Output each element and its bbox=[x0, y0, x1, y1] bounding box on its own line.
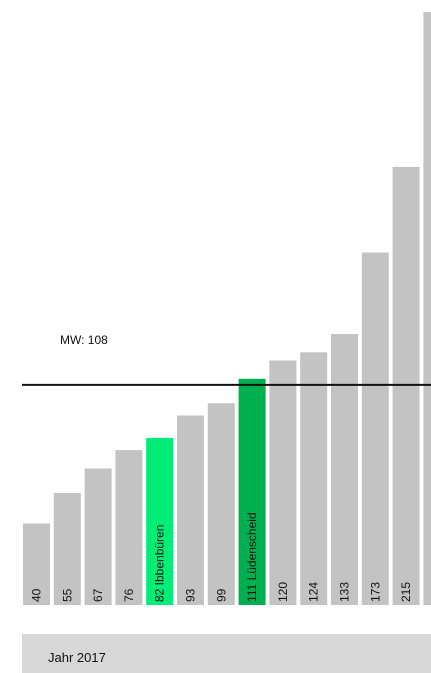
bar-label: 82 Ibbenbüren bbox=[153, 525, 167, 602]
bar bbox=[53, 492, 81, 605]
bar bbox=[361, 252, 389, 605]
bar-label: 291 bbox=[430, 582, 431, 602]
bar bbox=[300, 352, 328, 605]
bar bbox=[207, 403, 235, 605]
bar-label: 173 bbox=[368, 582, 382, 602]
bar-label: 215 bbox=[399, 582, 413, 602]
bar-labels-group: 40 55 67 76 82 Ibbenbüren 93 99 111 Lüdenscheid… bbox=[30, 512, 431, 602]
footer-bar: Jahr 2017 bbox=[22, 634, 431, 673]
bars-group bbox=[23, 12, 431, 605]
bar bbox=[115, 450, 143, 605]
bar bbox=[269, 360, 297, 605]
bar-label: 133 bbox=[338, 582, 352, 602]
bar-label: 76 bbox=[122, 588, 136, 602]
bar bbox=[423, 12, 431, 605]
bar bbox=[177, 415, 204, 605]
bar bbox=[392, 166, 420, 605]
bar bbox=[331, 334, 358, 605]
bar-label: 55 bbox=[60, 588, 74, 602]
bar-label: 120 bbox=[276, 582, 290, 602]
bar bbox=[238, 378, 266, 605]
bar bbox=[23, 523, 50, 605]
bar-label: 124 bbox=[307, 582, 321, 602]
bar-label: 111 Lüdenscheid bbox=[245, 512, 259, 602]
bar-label: 99 bbox=[214, 588, 228, 602]
bar-label: 67 bbox=[91, 588, 105, 602]
bar bbox=[84, 468, 112, 605]
mean-label: MW: 108 bbox=[60, 333, 108, 347]
bar bbox=[146, 437, 174, 605]
footer-year-label: Jahr 2017 bbox=[48, 650, 106, 665]
bar-label: 93 bbox=[184, 588, 198, 602]
bar-label: 40 bbox=[30, 588, 44, 602]
